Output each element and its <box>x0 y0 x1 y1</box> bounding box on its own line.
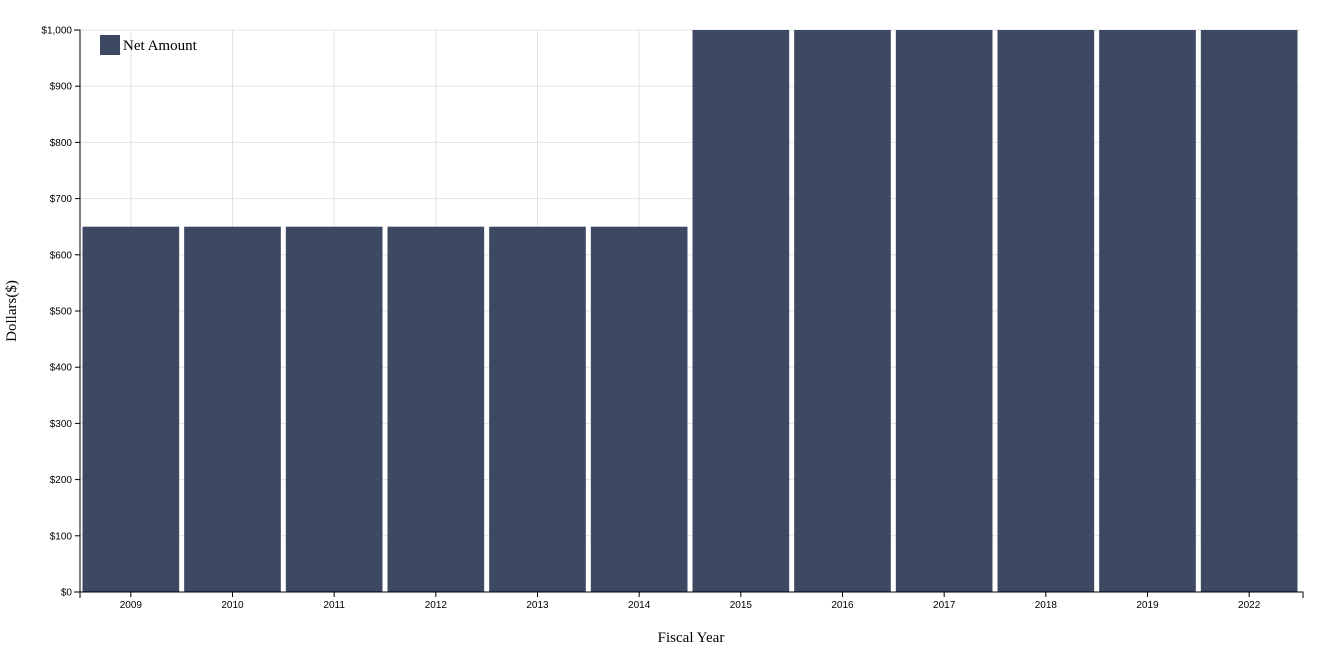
y-tick-label: $500 <box>50 307 73 318</box>
x-tick-label: 2015 <box>730 600 753 611</box>
bar <box>184 226 281 592</box>
x-tick-label: 2013 <box>526 600 549 611</box>
x-tick-label: 2011 <box>323 600 345 611</box>
x-tick-label: 2022 <box>1238 600 1261 611</box>
x-tick-label: 2010 <box>221 600 244 611</box>
y-tick-label: $1,000 <box>41 26 72 37</box>
x-tick-label: 2009 <box>120 600 143 611</box>
x-tick-label: 2019 <box>1136 600 1159 611</box>
y-tick-label: $700 <box>50 194 73 205</box>
x-tick-label: 2012 <box>425 600 448 611</box>
legend-label: Net Amount <box>123 38 198 54</box>
x-axis <box>79 591 1304 598</box>
bar <box>387 226 485 592</box>
y-tick-label: $400 <box>50 363 73 374</box>
x-tick-label: 2016 <box>831 600 854 611</box>
bar <box>285 226 383 592</box>
x-tick-label: 2014 <box>628 600 651 611</box>
y-tick-label: $300 <box>50 419 73 430</box>
bar <box>692 30 790 592</box>
bar <box>997 30 1095 592</box>
x-tick-label: 2017 <box>933 600 956 611</box>
bar <box>794 30 891 592</box>
y-tick-label: $100 <box>50 531 73 542</box>
y-tick-label: $900 <box>50 82 73 93</box>
y-tick-label: $200 <box>50 475 73 486</box>
x-axis-title: Fiscal Year <box>658 630 725 646</box>
bar <box>1200 30 1298 592</box>
bar <box>590 226 688 592</box>
bar <box>82 226 180 592</box>
y-tick-label: $0 <box>61 588 73 599</box>
y-axis <box>74 29 81 593</box>
bar <box>1099 30 1196 592</box>
x-tick-label: 2018 <box>1035 600 1058 611</box>
legend-swatch <box>100 35 120 55</box>
y-tick-label: $600 <box>50 250 73 261</box>
bar <box>489 226 586 592</box>
bar <box>895 30 993 592</box>
y-tick-label: $800 <box>50 138 73 149</box>
y-axis-title: Dollars($) <box>4 280 20 342</box>
